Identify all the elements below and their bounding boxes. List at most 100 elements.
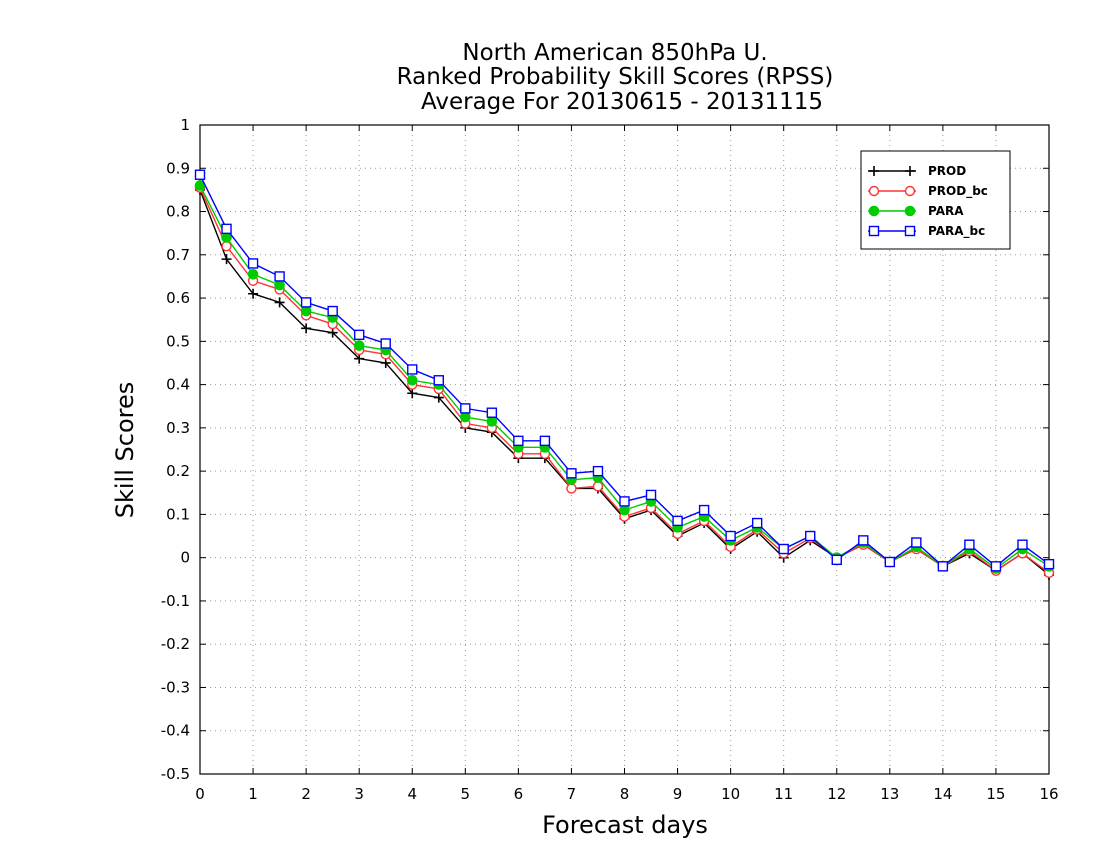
data-point-para-bc xyxy=(221,223,232,235)
x-tick-label: 11 xyxy=(774,785,793,803)
legend-samples xyxy=(868,166,916,237)
legend-box xyxy=(860,150,1011,250)
data-point-prod xyxy=(433,392,444,403)
x-tick-label: 9 xyxy=(673,785,683,803)
x-axis-ticks: 0 1 2 3 4 5 6 7 8 9 10 11 12 13 14 15 16 xyxy=(195,125,1059,803)
data-point-para-bc xyxy=(274,271,285,282)
data-point-para-bc xyxy=(486,407,498,418)
y-tick-label: 0.1 xyxy=(166,505,190,523)
data-point-prod xyxy=(248,288,259,299)
y-tick-label: -0.2 xyxy=(161,635,190,653)
data-point-para-bc xyxy=(937,561,949,572)
data-point-para-bc xyxy=(805,530,816,542)
y-tick-label: -0.3 xyxy=(161,678,190,696)
data-point-para-bc xyxy=(460,403,471,414)
y-tick-label: 0.5 xyxy=(166,332,190,350)
title-line-1: North American 850hPa U. xyxy=(462,40,767,66)
y-tick-label: 0.8 xyxy=(166,203,190,221)
title-line-3: Average For 20130615 - 20131115 xyxy=(421,89,823,115)
data-point-para-bc xyxy=(1017,539,1028,550)
data-point-para-bc xyxy=(619,496,630,507)
data-point-para xyxy=(406,374,418,386)
legend: PROD PROD_bc PARA PARA_bc xyxy=(860,150,1011,250)
data-point-prod xyxy=(354,353,365,364)
data-point-para-bc xyxy=(300,297,312,308)
data-point-para-bc xyxy=(592,465,604,477)
data-point-para-bc xyxy=(433,375,444,386)
data-point-para-bc xyxy=(539,435,551,447)
legend-marker-para-bc xyxy=(904,225,916,237)
legend-marker-prod xyxy=(905,166,915,176)
data-point-prod-bc xyxy=(566,483,577,494)
y-tick-label: -0.1 xyxy=(161,592,190,610)
x-tick-label: 0 xyxy=(195,785,205,803)
data-point-para-bc xyxy=(778,543,789,555)
x-tick-label: 6 xyxy=(514,785,524,803)
x-tick-label: 16 xyxy=(1039,785,1058,803)
y-tick-label: 0.9 xyxy=(166,159,190,177)
data-point-para-bc xyxy=(672,515,683,527)
y-tick-label: 0.6 xyxy=(166,289,190,307)
data-point-prod xyxy=(380,357,391,368)
y-tick-label: 1 xyxy=(180,116,190,134)
data-point-prod xyxy=(407,388,418,399)
x-tick-label: 4 xyxy=(407,785,417,803)
data-point-para-bc xyxy=(566,468,577,479)
y-axis-label: Skill Scores xyxy=(111,382,139,519)
data-point-para-bc xyxy=(990,561,1002,572)
x-tick-label: 14 xyxy=(933,785,952,803)
data-point-para-bc xyxy=(513,435,524,447)
data-point-para-bc xyxy=(645,489,657,501)
series xyxy=(194,169,1055,580)
x-tick-label: 13 xyxy=(880,785,899,803)
data-point-para-bc xyxy=(911,537,922,548)
data-point-para xyxy=(486,416,498,427)
data-point-para xyxy=(274,279,285,291)
chart-title: North American 850hPa U. Ranked Probabil… xyxy=(397,40,834,115)
legend-marker-prod xyxy=(869,166,879,176)
legend-marker-para xyxy=(904,205,916,217)
y-axis-ticks: 1 0.9 0.8 0.7 0.6 0.5 0.4 0.3 0.2 0.1 0 … xyxy=(161,116,1049,783)
legend-label-prod-bc: PROD_bc xyxy=(928,184,988,199)
data-point-para xyxy=(353,340,365,351)
data-point-para-bc xyxy=(353,329,365,341)
x-tick-label: 10 xyxy=(721,785,740,803)
x-tick-label: 12 xyxy=(827,785,846,803)
data-point-para xyxy=(247,268,259,280)
data-point-para-bc xyxy=(725,530,736,542)
legend-label-para: PARA xyxy=(928,204,964,218)
data-point-prod xyxy=(327,327,338,338)
y-tick-label: 0.7 xyxy=(166,246,190,264)
x-tick-label: 15 xyxy=(986,785,1005,803)
data-point-para-bc xyxy=(194,169,206,180)
y-tick-label: 0.2 xyxy=(166,462,190,480)
x-tick-label: 5 xyxy=(461,785,471,803)
x-tick-label: 7 xyxy=(567,785,577,803)
data-point-para-bc xyxy=(884,556,896,568)
title-line-2: Ranked Probability Skill Scores (RPSS) xyxy=(397,64,834,90)
data-point-prod xyxy=(274,297,285,308)
data-point-para-bc xyxy=(1043,558,1055,570)
x-tick-label: 1 xyxy=(248,785,258,803)
legend-marker-prod-bc xyxy=(904,185,916,197)
data-point-para-bc xyxy=(380,338,391,349)
legend-label-prod: PROD xyxy=(928,164,966,178)
legend-marker-para xyxy=(868,205,880,217)
legend-label-para-bc: PARA_bc xyxy=(928,224,985,239)
x-axis-label: Forecast days xyxy=(542,811,708,839)
data-point-para-bc xyxy=(247,258,259,269)
data-point-para-bc xyxy=(327,305,338,317)
y-tick-label: 0.3 xyxy=(166,419,190,437)
data-point-para-bc xyxy=(698,504,710,516)
grid xyxy=(200,125,1049,774)
x-tick-label: 2 xyxy=(301,785,311,803)
series-para-bc xyxy=(194,169,1055,572)
y-tick-label: 0.4 xyxy=(166,376,190,394)
data-point-prod-bc xyxy=(592,481,604,492)
data-point-para-bc xyxy=(751,517,763,529)
y-tick-label: -0.5 xyxy=(161,765,190,783)
legend-marker-prod-bc xyxy=(868,185,880,197)
data-point-para-bc xyxy=(858,535,869,546)
data-point-para-bc xyxy=(964,539,975,550)
x-tick-label: 8 xyxy=(620,785,630,803)
